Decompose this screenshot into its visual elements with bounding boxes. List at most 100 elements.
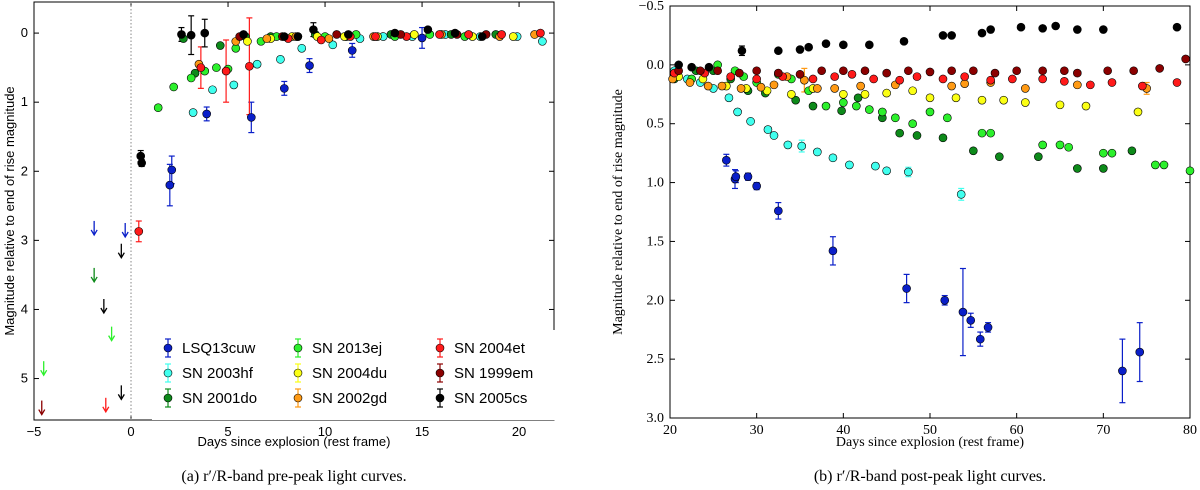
sn-2002gd-point (831, 84, 839, 92)
x-tick-label: 15 (415, 424, 429, 439)
panel-b-x-axis-label: Days since explosion (rest frame) (836, 435, 1024, 450)
lsq13cuw-point (306, 62, 314, 70)
sn-1999em-point (774, 69, 782, 77)
sn-2003hf-point (298, 44, 306, 52)
sn-2002gd-point (857, 82, 865, 90)
sn-2004et-point (135, 227, 143, 235)
sn-2005cs-point (1052, 22, 1060, 30)
sn-2004du-point (861, 90, 869, 98)
lsq13cuw-point (280, 84, 288, 92)
sn-2005cs-point (1017, 23, 1025, 31)
sn-2003hf-point (725, 94, 733, 102)
sn-2004du-point (1082, 102, 1090, 110)
sn-2004et-point (939, 75, 947, 83)
y-tick-label: 2.0 (647, 293, 665, 308)
sn-2001do-point (969, 147, 977, 155)
sn-2004et-point (222, 67, 230, 75)
sn-1999em-point (991, 69, 999, 77)
sn-2002gd-point (1021, 84, 1029, 92)
sn-2004du-point (978, 96, 986, 104)
sn-2003hf-point (904, 168, 912, 176)
lsq13cuw-point (941, 296, 949, 304)
sn-2004du-point (787, 90, 795, 98)
sn-2004et-point (1086, 81, 1094, 89)
sn-1999em-point (1073, 69, 1081, 77)
legend-sn-2004du-label: SN 2004du (312, 365, 387, 382)
sn-2004et-point (831, 73, 839, 81)
sn-2005cs-point (177, 30, 185, 38)
sn-2004et-point (436, 30, 444, 38)
legend-sn-2013ej-label: SN 2013ej (312, 340, 382, 357)
sn-2004et-point (536, 29, 544, 37)
sn-2004du-point (1021, 99, 1029, 107)
panel-b-y-axis-label: Magnitude relative to end of rise magnit… (611, 89, 626, 335)
sn-2003hf-point (276, 55, 284, 63)
y-tick-label: 0 (21, 25, 28, 40)
sn-2003hf-point (871, 162, 879, 170)
sn-2003hf-point (253, 60, 261, 68)
y-tick-label: 1.0 (647, 176, 665, 191)
sn-2003hf-point (747, 117, 755, 125)
sn-2013ej-point (839, 99, 847, 107)
sn-2003hf-point (538, 37, 546, 45)
sn-2005cs-point (978, 29, 986, 37)
sn-2002gd-point (704, 82, 712, 90)
sn-2004et-point (245, 62, 253, 70)
lsq13cuw-point (959, 308, 967, 316)
sn-2005cs-point (1099, 26, 1107, 34)
legend-sn-2001do-marker (164, 394, 172, 402)
sn-2004et-point (809, 75, 817, 83)
legend-sn-2003hf-label: SN 2003hf (182, 365, 254, 382)
lsq13cuw-point (168, 166, 176, 174)
sn-1999em-point (1156, 64, 1164, 72)
sn-2005cs-point (948, 31, 956, 39)
sn-1999em-point (926, 68, 934, 76)
sn-2005cs-point (424, 26, 432, 34)
sn-2005cs-point (987, 26, 995, 34)
lsq13cuw-point (418, 34, 426, 42)
legend-lsq13cuw-marker (164, 344, 172, 352)
lsq13cuw-point (1118, 367, 1126, 375)
sn-2004du-point (883, 89, 891, 97)
sn-2003hf-point (829, 154, 837, 162)
sn-2005cs-point (688, 63, 696, 71)
sn-2005cs-point (280, 33, 288, 41)
sn-2005cs-point (796, 46, 804, 54)
legend-sn-2005cs-label: SN 2005cs (454, 390, 527, 407)
sn-1999em-point (333, 30, 341, 38)
sn-2002gd-point (686, 79, 694, 87)
sn-2005cs-point (774, 47, 782, 55)
sn-2001do-point (1073, 164, 1081, 172)
sn-2002gd-point (263, 35, 271, 43)
sn-1999em-point (1104, 67, 1112, 75)
sn-1999em-point (1060, 67, 1068, 75)
y-tick-label: 3 (21, 232, 28, 247)
sn-1999em-point (969, 67, 977, 75)
sn-2013ej-point (187, 74, 195, 82)
sn-2013ej-point (852, 102, 860, 110)
sn-2003hf-point (770, 131, 778, 139)
sn-2004et-point (465, 30, 473, 38)
sn-2004et-point (1008, 75, 1016, 83)
legend-sn-2004du-marker (294, 369, 302, 377)
sn-2003hf-point (764, 126, 772, 134)
lsq13cuw-point (166, 181, 174, 189)
x-tick-label: 20 (663, 423, 677, 438)
sn-2013ej-point (1108, 149, 1116, 157)
sn-1999em-point (1130, 67, 1138, 75)
legend-sn-2004et-label: SN 2004et (454, 340, 526, 357)
lsq13cuw-point (774, 207, 782, 215)
sn-2013ej-point (170, 83, 178, 91)
sn-2004du-point (1000, 96, 1008, 104)
x-tick-label: 20 (512, 424, 526, 439)
sn-1999em-point (735, 69, 743, 77)
panel-a-y-axis-label: Magnitude relative to end of rise magnit… (2, 86, 17, 335)
y-tick-label: 1 (21, 94, 28, 109)
sn-2005cs-point (705, 63, 713, 71)
sn-2004et-point (987, 76, 995, 84)
sn-2003hf-point (209, 86, 217, 94)
sn-2004du-point (926, 94, 934, 102)
sn-2013ej-point (943, 114, 951, 122)
sn-2005cs-point (1039, 24, 1047, 32)
sn-2005cs-point (391, 29, 399, 37)
